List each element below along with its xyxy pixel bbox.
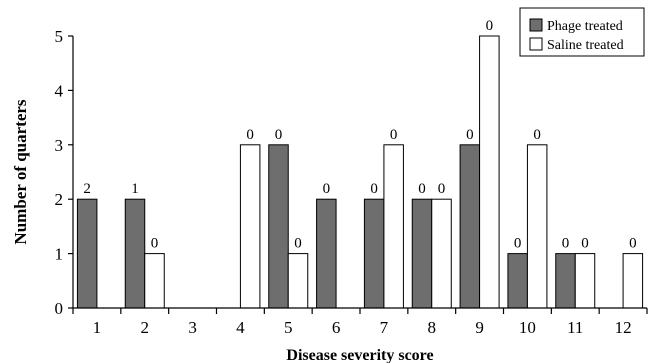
x-tick-label-9: 9 — [475, 318, 484, 337]
bar-phage-10 — [507, 253, 528, 309]
x-tick-label-7: 7 — [380, 318, 389, 337]
bar-annotation-phage-7: 0 — [370, 181, 378, 197]
bar-annotation-phage-11: 0 — [562, 236, 570, 252]
bar-annotation-saline-8: 0 — [438, 181, 446, 197]
x-tick-label-10: 10 — [519, 318, 536, 337]
bar-saline-4 — [239, 144, 261, 309]
bar-saline-10 — [526, 144, 548, 309]
y-tick-label-4: 4 — [55, 81, 64, 100]
bar-phage-6 — [316, 198, 337, 309]
legend-label-phage: Phage treated — [547, 19, 623, 34]
bar-phage-1 — [76, 198, 98, 309]
x-tick-label-2: 2 — [141, 318, 150, 337]
bar-saline-5 — [287, 253, 309, 309]
x-tick-label-4: 4 — [236, 318, 245, 337]
bar-phage-11 — [555, 253, 576, 309]
bar-saline-9 — [479, 35, 500, 309]
bar-annotation-phage-8: 0 — [418, 181, 426, 197]
bar-phage-5 — [268, 144, 289, 309]
bar-annotation-saline-9: 0 — [486, 18, 494, 34]
bar-annotation-phage-2: 1 — [131, 181, 139, 197]
bar-annotation-phage-9: 0 — [466, 127, 474, 143]
y-tick-label-2: 2 — [55, 190, 64, 209]
bar-annotation-saline-11: 0 — [581, 236, 589, 252]
bar-phage-2 — [124, 198, 146, 309]
legend-swatch-phage — [529, 18, 543, 32]
bar-phage-7 — [363, 198, 385, 309]
bar-annotation-phage-1: 2 — [83, 181, 91, 197]
y-tick-label-0: 0 — [55, 299, 64, 318]
y-tick-label-3: 3 — [55, 136, 64, 155]
x-tick-label-6: 6 — [332, 318, 341, 337]
bar-annotation-phage-10: 0 — [514, 236, 522, 252]
bar-saline-7 — [383, 144, 404, 309]
bars-layer — [76, 35, 644, 309]
x-axis-title: Disease severity score — [286, 347, 433, 363]
x-tick-label-8: 8 — [428, 318, 437, 337]
bar-annotation-saline-12: 0 — [629, 236, 637, 252]
bar-annotation-phage-5: 0 — [275, 127, 283, 143]
bar-phage-8 — [411, 198, 433, 309]
bar-annotation-saline-10: 0 — [533, 127, 541, 143]
x-tick-label-3: 3 — [188, 318, 197, 337]
bar-saline-11 — [574, 253, 596, 309]
legend: Phage treated Saline treated — [519, 7, 645, 57]
bar-annotation-saline-5: 0 — [294, 236, 302, 252]
bar-annotation-saline-4: 0 — [246, 127, 254, 143]
y-axis-title: Number of quarters — [11, 99, 30, 244]
legend-swatch-saline — [529, 37, 543, 51]
bar-annotation-phage-6: 0 — [323, 181, 331, 197]
y-tick-label-1: 1 — [55, 245, 64, 264]
x-tick-label-5: 5 — [284, 318, 293, 337]
bar-saline-8 — [431, 198, 452, 309]
x-tick-label-11: 11 — [567, 318, 583, 337]
legend-label-saline: Saline treated — [547, 38, 624, 53]
y-tick-label-5: 5 — [55, 27, 64, 46]
bar-saline-12 — [622, 253, 644, 309]
bar-annotation-saline-7: 0 — [390, 127, 398, 143]
bar-annotation-saline-2: 0 — [151, 236, 159, 252]
x-tick-label-12: 12 — [615, 318, 632, 337]
x-tick-label-1: 1 — [93, 318, 102, 337]
bar-saline-2 — [144, 253, 165, 309]
bar-phage-9 — [459, 144, 481, 309]
